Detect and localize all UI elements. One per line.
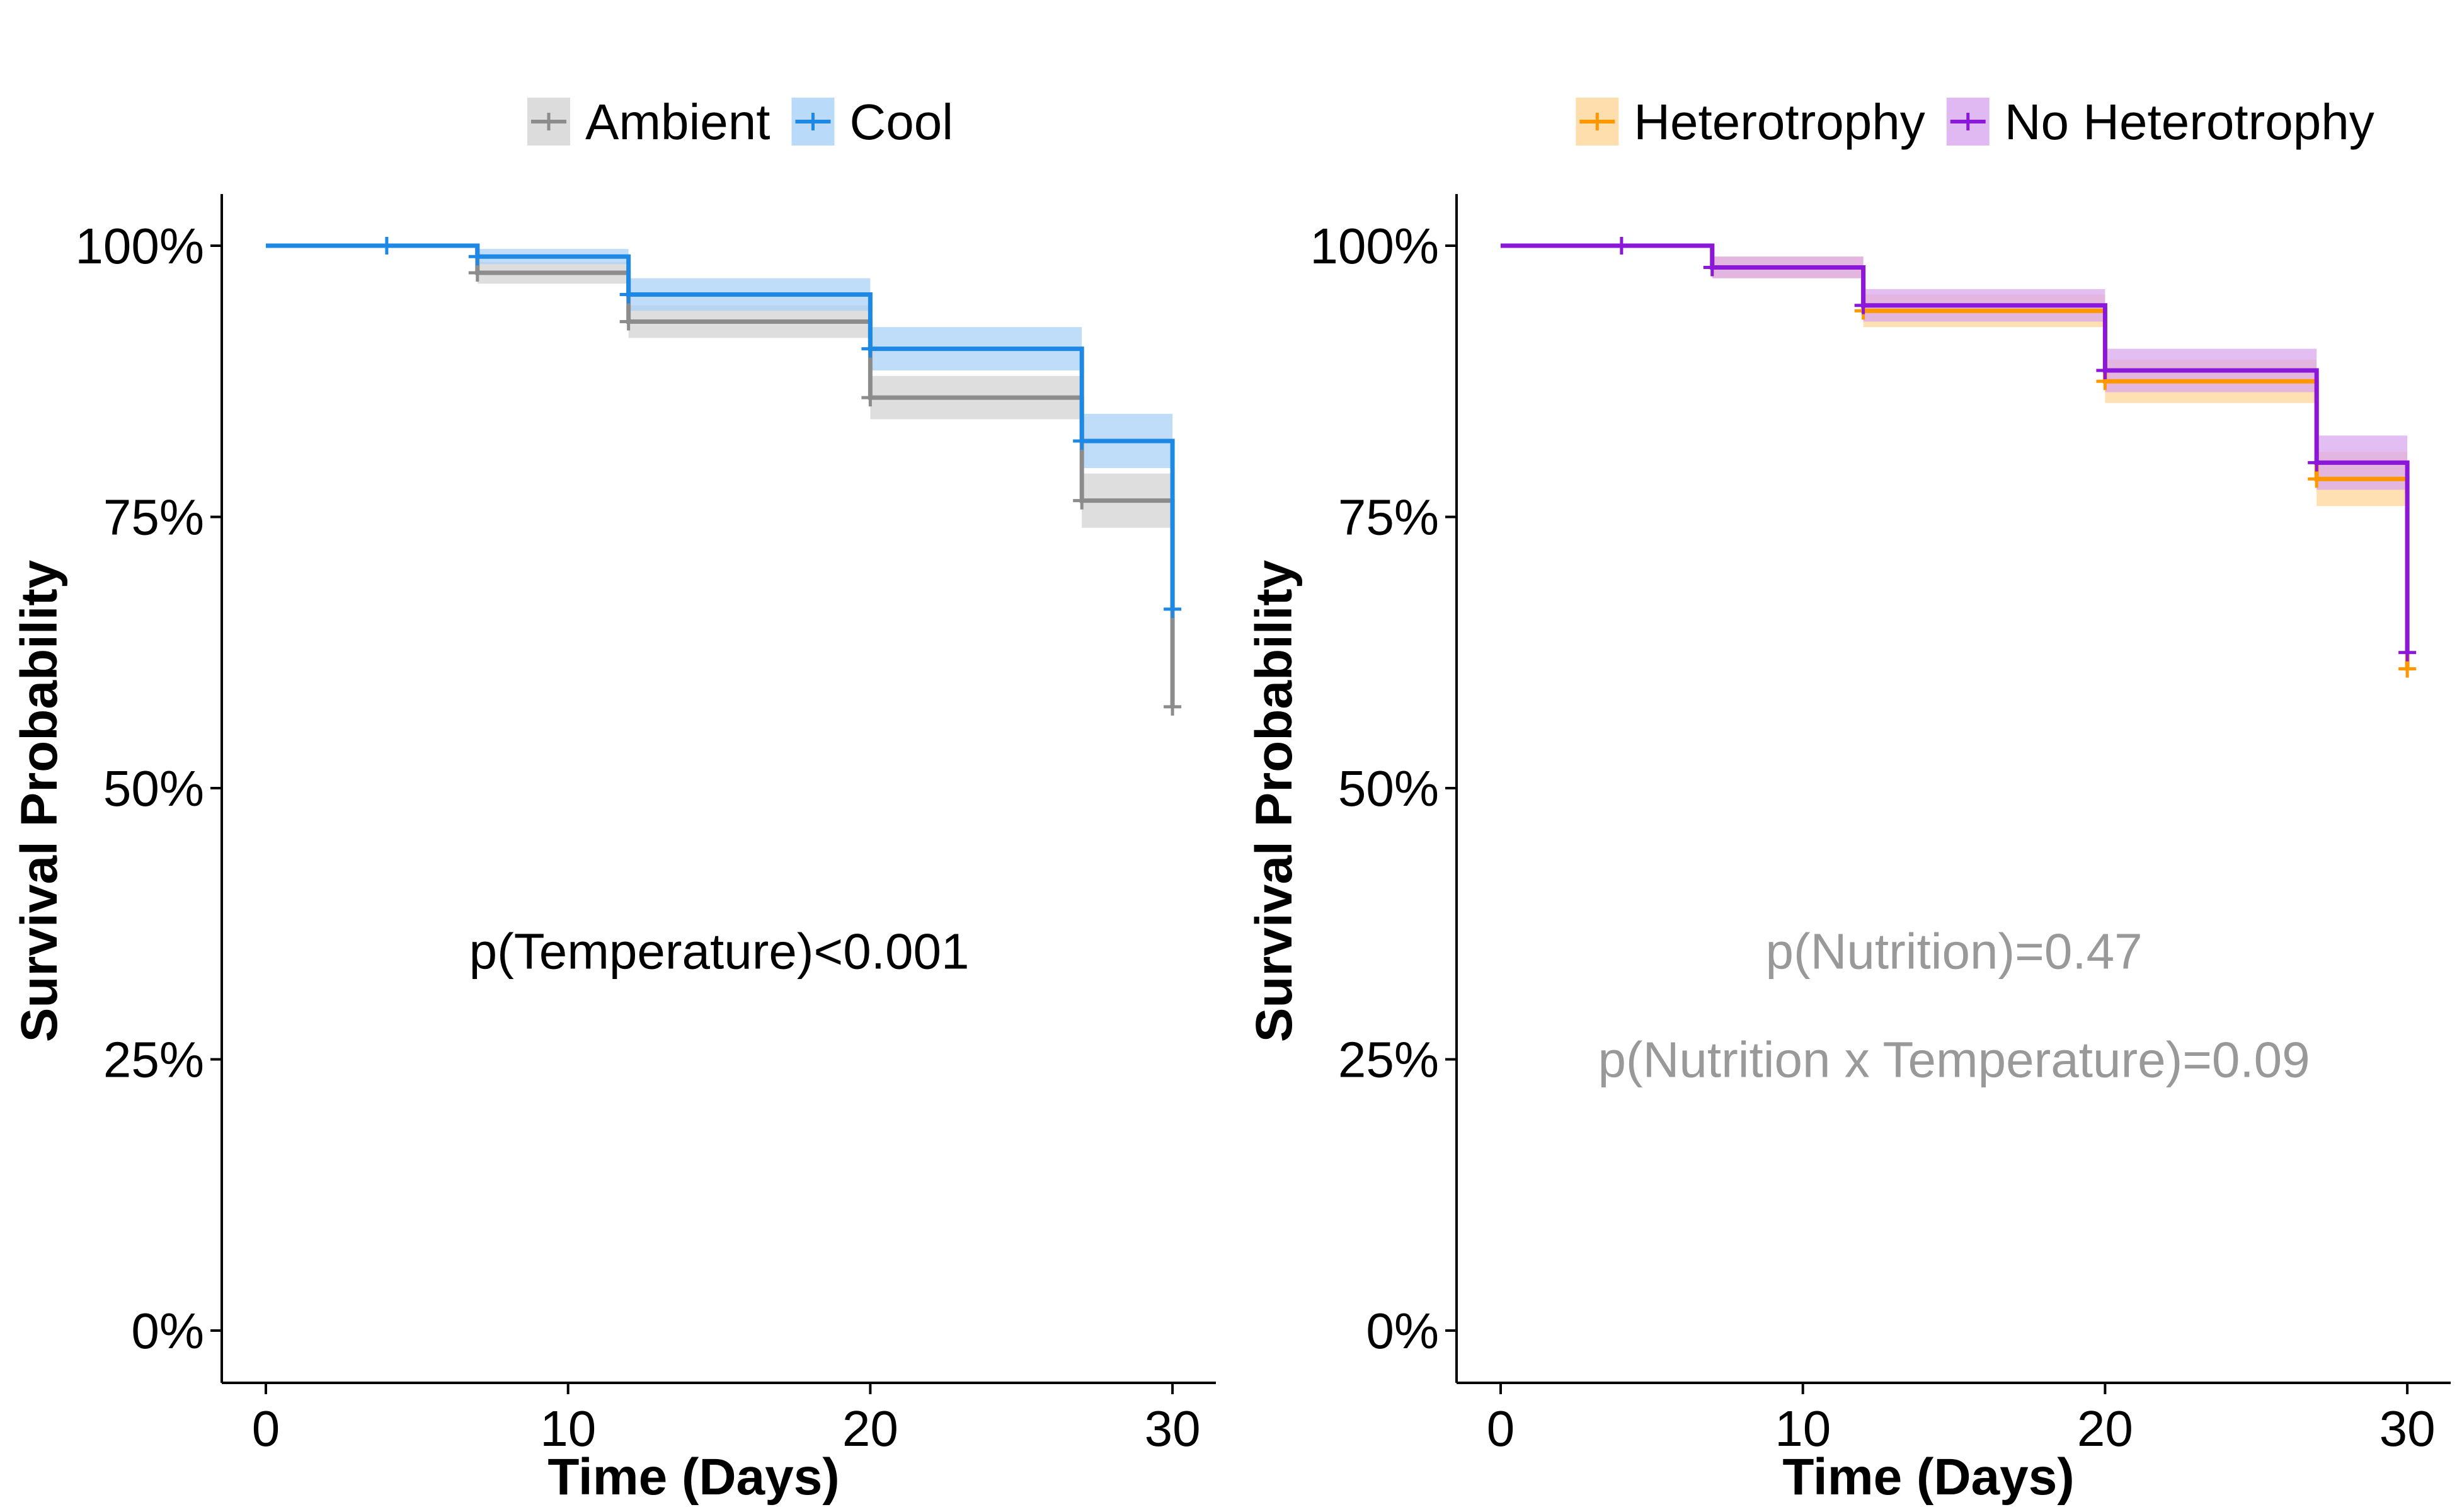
legend: Heterotrophy No Heterotrophy — [1576, 94, 2374, 150]
censor-mark — [2398, 643, 2417, 662]
y-tick-label: 100% — [75, 218, 204, 274]
x-axis-label: Time (Days) — [547, 1448, 839, 1506]
censor-mark — [2308, 454, 2326, 472]
censor-mark — [468, 248, 486, 266]
censor-mark — [2308, 470, 2326, 488]
censor-mark — [619, 312, 638, 331]
y-tick-label: 100% — [1310, 218, 1439, 274]
legend-item-1: Ambient — [527, 94, 770, 150]
censor-mark — [1073, 432, 1091, 450]
x-tick-label: 30 — [2380, 1400, 2436, 1457]
y-axis-label: Survival Probability — [1246, 559, 1303, 1042]
x-tick-label: 10 — [1775, 1400, 1831, 1457]
legend-item-1: Heterotrophy — [1576, 94, 1925, 150]
legend: Ambient Cool — [527, 94, 953, 150]
y-tick-label: 50% — [103, 760, 204, 816]
x-tick-label: 20 — [2077, 1400, 2133, 1457]
chart-panel-1: 0% 25% 50% 75% 100% 0 10 20 30 Time (Days) Surviva… — [11, 94, 1216, 1506]
y-axis-label: Survival Probability — [11, 559, 68, 1042]
censor-mark — [1703, 258, 1721, 277]
legend-label: Heterotrophy — [1634, 94, 1925, 150]
p-value-annotation-1: p(Temperature)<0.001 — [469, 923, 970, 979]
censor-mark — [377, 237, 396, 255]
y-tick-label: 25% — [103, 1032, 204, 1088]
censor-mark — [861, 340, 879, 358]
y-tick-label: 50% — [1338, 760, 1439, 816]
censor-mark — [1854, 296, 1872, 314]
x-tick-label: 20 — [842, 1400, 898, 1457]
x-tick-label: 30 — [1145, 1400, 1201, 1457]
censor-mark — [468, 264, 486, 282]
y-tick-label: 0% — [1366, 1303, 1439, 1359]
legend-label: No Heterotrophy — [2005, 94, 2374, 150]
censor-mark — [1073, 491, 1091, 510]
p-value-annotation-1: p(Nutrition)=0.47 — [1766, 923, 2143, 979]
survival-curve-1 — [1501, 243, 2410, 669]
x-axis-label: Time (Days) — [1782, 1448, 2074, 1506]
censor-mark — [619, 285, 638, 304]
legend-item-2: Cool — [791, 94, 953, 150]
x-tick-label: 10 — [540, 1400, 596, 1457]
survival-curve-2 — [1501, 243, 2410, 653]
censor-mark — [2096, 362, 2114, 380]
y-tick-label: 25% — [1338, 1032, 1439, 1088]
chart-panel-2: 0% 25% 50% 75% 100% 0 10 20 30 Time (Days) Surviva… — [1246, 94, 2451, 1506]
legend-label: Ambient — [585, 94, 770, 150]
censor-mark — [1164, 697, 1182, 716]
y-tick-label: 75% — [1338, 490, 1439, 546]
y-tick-label: 75% — [103, 490, 204, 546]
p-value-annotation-2: p(Nutrition x Temperature)=0.09 — [1598, 1032, 2310, 1088]
x-tick-label: 0 — [252, 1400, 280, 1457]
censor-mark — [1612, 237, 1630, 255]
censor-mark — [1164, 600, 1182, 618]
legend-item-2: No Heterotrophy — [1946, 94, 2374, 150]
censor-mark — [2398, 660, 2417, 678]
y-tick-label: 0% — [131, 1303, 204, 1359]
legend-label: Cool — [849, 94, 953, 150]
x-tick-label: 0 — [1487, 1400, 1515, 1457]
censor-mark — [861, 389, 879, 407]
